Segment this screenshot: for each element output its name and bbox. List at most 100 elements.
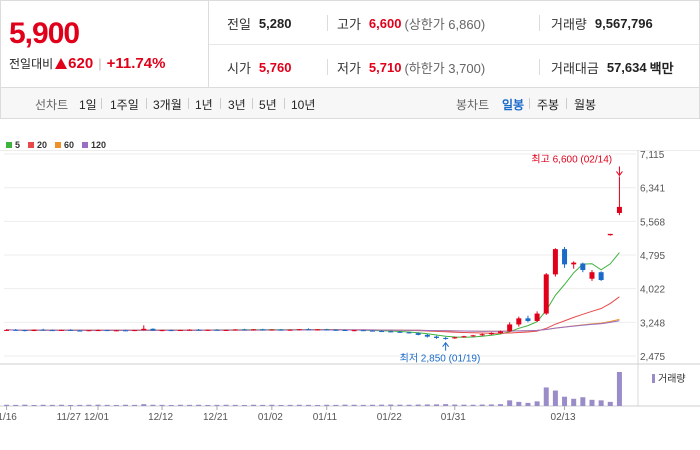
volume-bar	[516, 401, 522, 406]
volume-bar	[251, 404, 257, 406]
volume-bar	[507, 400, 513, 406]
stat-high: 고가 6,600 (상한가 6,860)	[337, 1, 485, 45]
candlestick-chart[interactable]: 거래량 7,1156,3415,5684,7954,0223,2482,475 …	[0, 150, 700, 450]
candle-body	[278, 329, 284, 331]
stat-trade-value: 거래대금 57,634 백만	[551, 45, 674, 89]
high-annotation: 최고 6,600 (02/14)	[531, 153, 612, 165]
candle-body	[150, 328, 156, 331]
line-period-1d[interactable]: 1일	[79, 98, 97, 112]
candle-body	[406, 332, 412, 334]
stats-panel: 전일 5,280 고가 6,600 (상한가 6,860) 거래량 9,567,…	[208, 0, 700, 88]
volume-bar	[260, 404, 266, 406]
up-triangle-icon	[55, 58, 68, 69]
y-axis: 7,115 6,341 5,568 4,795 4,022 3,248 2,475	[640, 150, 665, 363]
volume-bar	[415, 404, 421, 406]
line-chart-label: 선차트	[35, 98, 69, 112]
stat-open: 시가 5,760	[227, 45, 291, 89]
line-period-1w[interactable]: 1주일	[110, 98, 139, 112]
y-tick-label: 5,568	[640, 217, 665, 228]
volume-bar	[214, 404, 220, 406]
candle-body	[49, 330, 55, 332]
candle-body	[77, 330, 83, 332]
x-tick-label: 11/27	[57, 412, 82, 423]
volume-bar	[287, 404, 293, 406]
candle-body	[397, 331, 403, 333]
candle-body	[461, 336, 467, 338]
stat-label: 거래대금	[551, 60, 599, 76]
x-tick-label: 12/21	[203, 412, 228, 423]
volume-swatch	[652, 374, 655, 383]
change-row: 전일대비 620 | +11.74%	[9, 55, 165, 72]
stat-label: 시가	[227, 60, 251, 76]
candle-period-monthly[interactable]: 월봉	[574, 98, 597, 112]
divider	[188, 98, 189, 109]
legend-label: 5	[15, 140, 21, 150]
candle-body	[452, 337, 458, 339]
volume-bar	[86, 404, 92, 406]
volume-bar	[95, 404, 101, 406]
divider	[252, 98, 253, 109]
candle-body	[287, 329, 293, 331]
change-percent: +11.74%	[106, 55, 166, 72]
candle-body	[132, 330, 138, 332]
ma-line-20	[6, 296, 620, 334]
candle-body	[22, 330, 28, 332]
volume-bar	[406, 404, 412, 406]
candle-body	[159, 330, 165, 332]
volume-bar	[342, 404, 348, 406]
candle-body	[571, 262, 577, 265]
line-period-1y[interactable]: 1년	[195, 98, 213, 112]
line-period-3y[interactable]: 3년	[228, 98, 246, 112]
volume-bar	[552, 390, 558, 406]
candle-body	[552, 249, 558, 275]
x-tick-label: 01/02	[258, 412, 283, 423]
volume-bar	[488, 404, 494, 406]
candle-body	[232, 329, 238, 331]
volume-bar	[470, 404, 476, 406]
volume-bar	[132, 404, 138, 406]
legend-label: 120	[91, 140, 107, 150]
volume-bar	[68, 404, 74, 406]
candle-body	[607, 233, 613, 236]
volume-bar	[13, 404, 19, 406]
candle-period-daily[interactable]: 일봉	[502, 98, 525, 112]
candle-body	[388, 331, 394, 333]
x-tick-label: 01/31	[441, 412, 466, 423]
candle-body	[369, 330, 375, 332]
volume-bar	[461, 404, 467, 406]
y-tick-label: 4,795	[640, 251, 665, 262]
candle-body	[4, 329, 10, 331]
candle-body	[616, 206, 622, 213]
volume-bar	[443, 404, 449, 406]
line-period-10y[interactable]: 10년	[291, 98, 316, 112]
volume-bar	[223, 404, 229, 406]
line-period-3m[interactable]: 3개월	[153, 98, 182, 112]
legend-swatch	[28, 142, 35, 148]
volume-bar	[232, 404, 238, 406]
candle-period-weekly[interactable]: 주봉	[537, 98, 560, 112]
stat-value: 9,567,796	[594, 15, 653, 31]
divider	[529, 98, 530, 109]
volume-bar	[196, 404, 202, 406]
candle-body	[40, 329, 46, 331]
candle-body	[122, 330, 128, 332]
volume-bar	[187, 404, 193, 406]
candle-body	[351, 330, 357, 332]
stat-label: 전일	[227, 16, 251, 32]
candle-body	[296, 329, 302, 331]
candle-body	[342, 330, 348, 332]
candle-body	[58, 329, 64, 331]
stat-unit: 백만	[649, 60, 674, 76]
chart-toolbar: 선차트 1일 1주일 3개월 1년 3년 5년 10년 봉차트 일봉 주봉 월봉	[0, 88, 700, 119]
y-tick-label: 2,475	[640, 352, 665, 363]
volume-bar	[479, 404, 485, 406]
stats-row-1: 전일 5,280 고가 6,600 (상한가 6,860) 거래량 9,567,…	[209, 1, 699, 45]
legend-label: 20	[37, 140, 48, 150]
divider	[539, 59, 540, 75]
line-period-5y[interactable]: 5년	[259, 98, 277, 112]
legend-swatch	[82, 142, 89, 148]
volume-bar	[379, 404, 385, 406]
x-tick-label: 11/16	[0, 412, 17, 423]
change-label: 전일대비	[9, 57, 54, 71]
